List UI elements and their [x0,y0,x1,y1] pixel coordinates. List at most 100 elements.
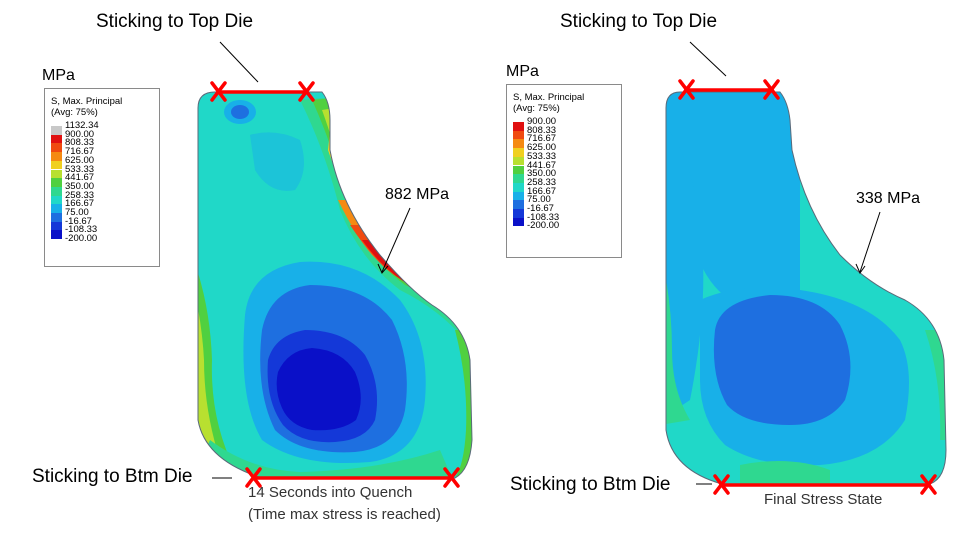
left-top-label-pointer [219,41,259,83]
right-callout-label: 338 MPa [856,190,921,207]
left-legend-value: -108.33 [65,224,98,236]
left-legend-row: 258.33 [51,189,151,205]
left-legend-swatch [51,143,62,153]
left-legend-row: 808.33 [51,137,151,153]
left-legend-value: 75.00 [65,207,89,218]
left-legend-row: 441.67 [51,172,151,187]
left-legend-title: S, Max. Principal [51,96,123,107]
right-legend-value: 441.67 [527,159,557,171]
right-legend-value: 258.33 [527,176,557,188]
left-legend-row: 533.33 [51,163,151,179]
left-legend-value: 258.33 [65,189,95,201]
right-legend: S, Max. Principal (Avg: 75%) 900.00 808.3… [506,84,622,258]
left-legend-row: -200.00 [51,233,151,245]
right-legend-row: 808.33 [513,124,613,140]
right-caption: Final Stress State [764,491,883,508]
right-legend-row: 716.67 [513,133,613,149]
right-legend-swatch [513,139,524,149]
left-legend-swatch [51,152,62,161]
right-legend-row: -200.00 [513,220,613,232]
right-legend-swatch [513,174,524,183]
left-legend-value: 1132.34 [65,120,99,131]
right-btm-die-label: Sticking to Btm Die [510,474,671,495]
left-legend-subtitle: (Avg: 75%) [51,107,98,118]
right-legend-swatch [513,209,524,218]
right-top-die-label: Sticking to Top Die [560,11,718,32]
right-legend-value: 350.00 [527,168,557,180]
left-legend-value: 441.67 [65,172,95,184]
right-legend-value: -108.33 [527,211,560,223]
left-legend-swatch [51,134,62,144]
left-legend-row: 350.00 [51,180,151,196]
right-callout-arrowhead [855,263,866,275]
right-legend-row: 75.00 [513,194,613,209]
right-part-contour [666,92,946,484]
right-legend-value: -16.67 [527,203,554,214]
right-legend-row: -108.33 [513,211,613,227]
right-top-sticking-marker [678,79,780,100]
right-legend-value: 75.00 [527,194,551,206]
right-legend-swatch [513,156,524,166]
left-legend-swatch [51,178,62,187]
left-legend-swatch [51,204,62,213]
right-legend-value: -200.00 [527,220,560,232]
left-legend-value: 533.33 [65,163,95,175]
right-legend-value: 625.00 [527,142,557,154]
left-legend: S, Max. Principal (Avg: 75%) 1132.34 900.… [44,88,160,267]
left-legend-value: -200.00 [65,233,98,245]
right-legend-swatch [513,122,524,131]
left-legend-value: 625.00 [65,154,95,166]
right-unit-label: MPa [506,63,539,80]
left-legend-row: 716.67 [51,146,151,161]
right-legend-row: 258.33 [513,176,613,192]
right-legend-swatch [513,217,524,227]
left-legend-row: -16.67 [51,215,151,231]
right-legend-value: 166.67 [527,185,557,197]
left-legend-row: 1132.34 [51,120,151,135]
right-legend-row: 350.00 [513,168,613,183]
left-legend-value: 808.33 [65,137,95,149]
left-callout-label: 882 MPa [385,186,450,203]
right-legend-row: 625.00 [513,142,613,157]
left-legend-swatch [51,195,62,205]
right-part-outline [665,91,947,485]
left-legend-swatch [51,230,62,240]
right-btm-sticking-marker [713,474,937,495]
left-legend-row: 625.00 [51,154,151,170]
left-caption-line2: (Time max stress is reached) [248,506,441,523]
right-legend-row: 533.33 [513,150,613,166]
left-legend-value: 716.67 [65,146,95,158]
left-legend-swatch [51,213,62,222]
left-callout-arrowhead [377,263,389,274]
left-legend-value: -16.67 [65,215,92,227]
left-legend-value: 350.00 [65,180,95,192]
left-part-outline [197,91,473,479]
right-legend-title: S, Max. Principal [513,92,585,103]
right-legend-row: 900.00 [513,116,613,131]
right-legend-swatch [513,130,524,140]
right-legend-row: 441.67 [513,159,613,175]
right-legend-value: 716.67 [527,133,557,145]
right-top-label-pointer [689,41,727,77]
left-part-contour [198,92,472,478]
left-btm-die-label: Sticking to Btm Die [32,466,193,487]
left-btm-sticking-marker [245,467,460,488]
left-legend-row: 166.67 [51,198,151,213]
left-legend-row: -108.33 [51,224,151,240]
right-callout-arrow [859,211,881,273]
right-legend-value: 808.33 [527,124,557,136]
left-legend-swatch [51,160,62,170]
left-unit-label: MPa [42,67,75,84]
right-legend-swatch [513,191,524,201]
left-legend-row: 900.00 [51,129,151,144]
left-legend-value: 166.67 [65,198,95,210]
right-legend-value: 533.33 [527,150,557,162]
left-legend-swatch [51,169,62,179]
left-callout-arrow [381,207,411,273]
right-legend-row: 166.67 [513,185,613,201]
right-legend-swatch [513,200,524,209]
left-top-sticking-marker [210,81,315,102]
left-caption-line1: 14 Seconds into Quench [248,484,413,501]
